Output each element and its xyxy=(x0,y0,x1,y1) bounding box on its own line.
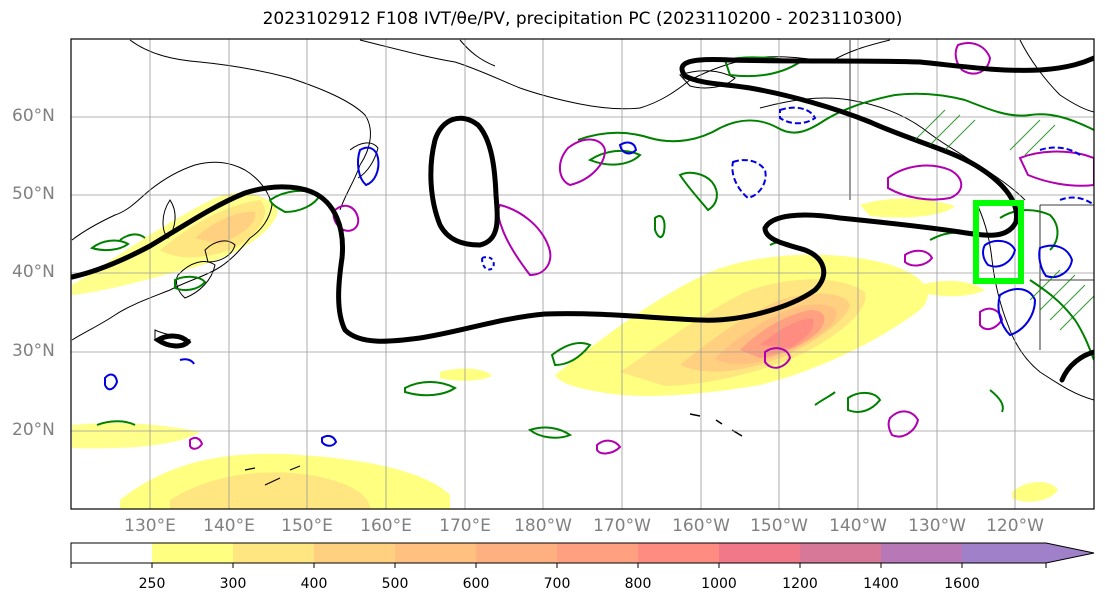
target-region-box xyxy=(973,200,1024,284)
colorbar xyxy=(70,542,1095,568)
lon-label-140e: 140°E xyxy=(203,516,255,536)
colorbar-tick-label: 1400 xyxy=(863,576,899,592)
colorbar-tick-label: 1200 xyxy=(782,576,818,592)
colorbar-tick-label: 500 xyxy=(381,576,409,592)
pv-negative-contours xyxy=(104,106,1094,447)
lon-label-160e: 160°E xyxy=(360,516,412,536)
hatched-regions xyxy=(914,109,1094,331)
lon-label-180w: 180°W xyxy=(514,516,572,536)
colorbar-tick-label: 250 xyxy=(138,576,166,592)
lat-label-50n: 50°N xyxy=(12,184,55,204)
map-title: 2023102912 F108 IVT/θe/PV, precipitation… xyxy=(262,9,903,29)
lat-label-20n: 20°N xyxy=(12,420,55,440)
lon-label-160w: 160°W xyxy=(672,516,730,536)
lat-label-30n: 30°N xyxy=(12,341,55,361)
lon-label-140w: 140°W xyxy=(829,516,887,536)
colorbar-tick-label: 800 xyxy=(624,576,652,592)
lon-label-130e: 130°E xyxy=(124,516,176,536)
colorbar-tick-label: 600 xyxy=(462,576,490,592)
colorbar-tick-label: 700 xyxy=(543,576,571,592)
colorbar-tick-label: 400 xyxy=(300,576,328,592)
lon-label-120w: 120°W xyxy=(986,516,1044,536)
colorbar-tick-label: 300 xyxy=(219,576,247,592)
lat-label-40n: 40°N xyxy=(12,262,55,282)
graticule xyxy=(71,39,1094,509)
lon-label-150e: 150°E xyxy=(281,516,333,536)
colorbar-tick-label: 1600 xyxy=(944,576,980,592)
ivt-shading xyxy=(72,192,1058,509)
lon-label-130w: 130°W xyxy=(908,516,966,536)
coastlines xyxy=(71,39,1094,486)
colorbar-tick-label: 1000 xyxy=(701,576,737,592)
lat-label-60n: 60°N xyxy=(12,106,55,126)
plot-frame xyxy=(70,38,1095,510)
lon-label-170e: 170°E xyxy=(439,516,491,536)
pv-positive-contours xyxy=(189,42,1094,455)
lon-label-170w: 170°W xyxy=(593,516,651,536)
lon-label-150w: 150°W xyxy=(750,516,808,536)
theta-e-contour xyxy=(71,55,1094,383)
